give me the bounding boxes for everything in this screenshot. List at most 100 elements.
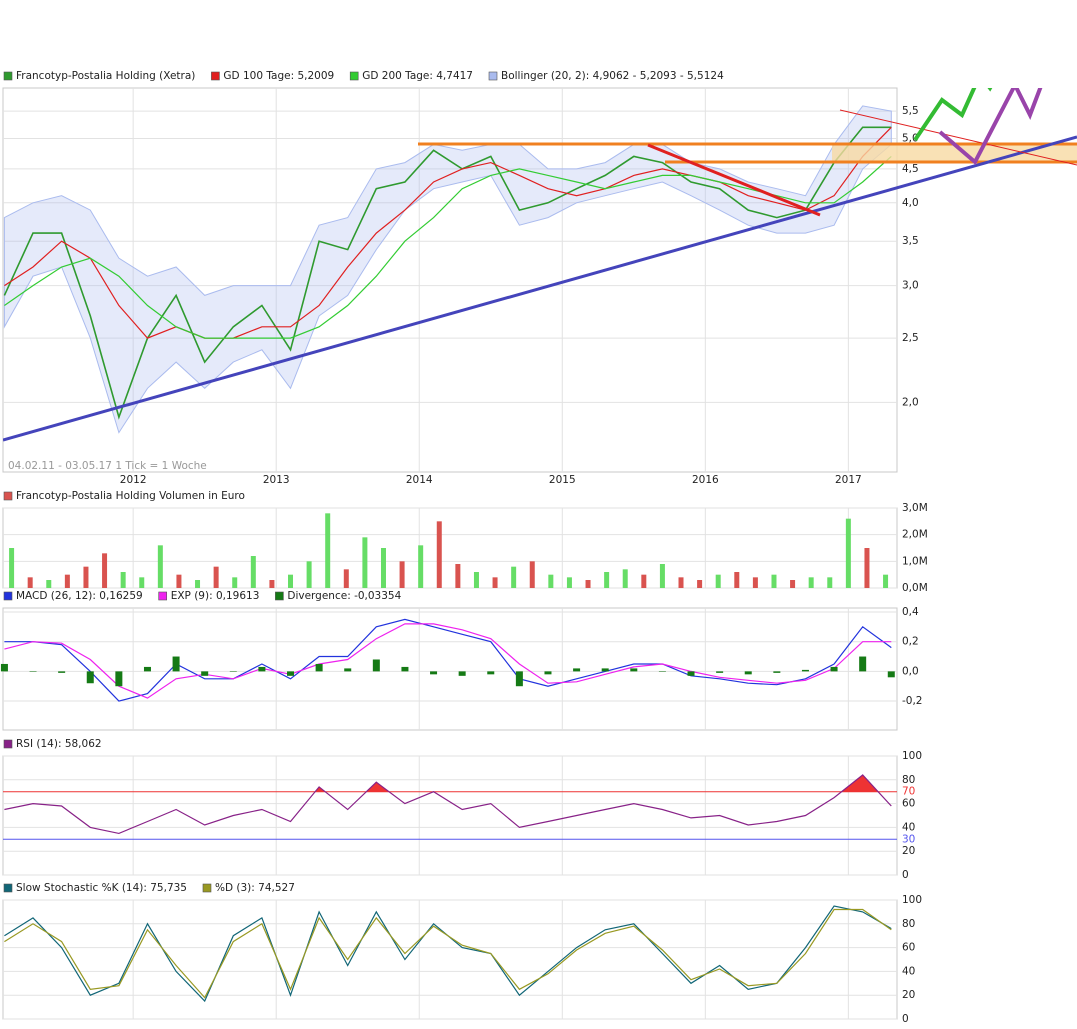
bearish-scenario: [938, 88, 1043, 166]
bullish-scenario: [913, 88, 993, 142]
bar: [64, 574, 70, 588]
bar: [658, 671, 666, 672]
bar: [715, 574, 721, 588]
series-line: [3, 126, 892, 420]
bar: [9, 548, 15, 588]
legend-swatch: [3, 591, 13, 601]
series-line: [4, 126, 892, 339]
bar: [734, 572, 740, 588]
legend-label: Divergence: -0,03354: [287, 590, 401, 602]
bar: [229, 671, 237, 672]
bar: [864, 548, 870, 588]
bar: [859, 656, 867, 672]
y-tick-label: 2,0: [902, 396, 919, 408]
annotations: [3, 88, 1077, 442]
bar: [697, 580, 703, 588]
bar: [801, 669, 809, 672]
y-tick-label: 40: [902, 821, 915, 833]
bar: [808, 577, 814, 588]
bar: [515, 671, 523, 687]
legend-label: GD 100 Tage: 5,2009: [223, 70, 334, 82]
series-line: [4, 623, 892, 699]
y-tick-label: 20: [902, 989, 915, 1001]
bar: [29, 671, 37, 672]
x-tick-label: 2014: [406, 474, 433, 486]
bar: [752, 577, 758, 588]
y-tick-label: 100: [902, 750, 922, 762]
y-tick-label: 3,5: [902, 235, 919, 247]
panel-frame: [2, 507, 898, 589]
legend-label: %D (3): 74,527: [215, 882, 295, 894]
legend-swatch: [3, 739, 13, 749]
down-trend-line: [647, 143, 821, 217]
bar: [362, 537, 368, 588]
y-tick-label: 80: [902, 774, 915, 786]
level-label: 70: [902, 786, 915, 798]
y-tick-label: 5,5: [902, 105, 919, 117]
legend-label: Francotyp-Postalia Holding (Xetra): [16, 70, 195, 82]
bar: [315, 663, 323, 672]
x-tick-label: 2013: [263, 474, 290, 486]
legend-label: Slow Stochastic %K (14): 75,735: [16, 882, 187, 894]
bar: [380, 548, 386, 588]
bar: [83, 566, 89, 588]
trend-line: [3, 135, 1077, 442]
bar: [269, 580, 275, 588]
bar: [325, 513, 331, 588]
bar: [232, 577, 238, 588]
y-tick-label: 0: [902, 869, 909, 881]
bar: [492, 577, 498, 588]
bar: [827, 577, 833, 588]
channel-line: [839, 109, 1077, 166]
bar: [306, 561, 312, 588]
y-tick-label: 40: [902, 965, 915, 977]
series-line: [4, 155, 892, 339]
bar: [102, 553, 108, 588]
bar: [744, 671, 752, 675]
x-tick-label: 2016: [692, 474, 719, 486]
bar: [458, 671, 466, 676]
y-tick-label: 2,5: [902, 332, 919, 344]
bar: [622, 569, 628, 588]
bar: [548, 574, 554, 588]
bar: [86, 671, 94, 684]
legend-label: Francotyp-Postalia Holding Volumen in Eu…: [16, 490, 245, 502]
bar: [678, 577, 684, 588]
legend-swatch: [275, 591, 284, 601]
bar: [487, 671, 495, 675]
bar: [601, 668, 609, 672]
bar: [455, 564, 461, 588]
y-tick-label: 0,0: [902, 665, 919, 677]
bar: [566, 577, 572, 588]
bar: [46, 580, 52, 588]
bar: [399, 561, 405, 588]
legend-swatch: [349, 71, 359, 81]
bar: [430, 671, 438, 675]
legend-swatch: [158, 591, 168, 601]
bar: [213, 566, 219, 588]
y-tick-label: 0,0M: [902, 582, 928, 594]
series-line: [4, 774, 892, 835]
legend-label: RSI (14): 58,062: [16, 738, 102, 750]
bar: [287, 671, 295, 676]
y-tick-label: 4,0: [902, 197, 919, 209]
date-range-note: 04.02.11 - 03.05.17 1 Tick = 1 Woche: [8, 460, 207, 472]
panel-frame: [2, 899, 898, 1020]
panel-frame: [2, 755, 898, 876]
y-tick-label: 3,0M: [902, 502, 928, 514]
bar: [641, 574, 647, 588]
legend-label: Bollinger (20, 2): 4,9062 - 5,2093 - 5,5…: [501, 70, 724, 82]
bar: [258, 666, 266, 672]
bar: [139, 577, 145, 588]
legend-swatch: [488, 71, 498, 81]
panel-frame: [2, 87, 898, 473]
bar: [176, 574, 182, 588]
bar: [343, 569, 349, 588]
legend-swatch: [211, 71, 220, 81]
x-tick-label: 2012: [120, 474, 147, 486]
y-tick-label: 1,0M: [902, 555, 928, 567]
level-label: 30: [902, 833, 915, 845]
bar: [473, 572, 479, 588]
bar: [201, 671, 209, 676]
